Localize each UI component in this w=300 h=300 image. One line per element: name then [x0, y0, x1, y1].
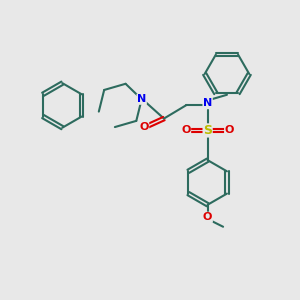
Text: O: O [203, 212, 212, 222]
Text: S: S [203, 124, 212, 137]
Text: N: N [137, 94, 146, 104]
Text: N: N [203, 98, 212, 108]
Text: O: O [181, 125, 190, 135]
Text: O: O [225, 125, 234, 135]
Text: O: O [139, 122, 149, 133]
